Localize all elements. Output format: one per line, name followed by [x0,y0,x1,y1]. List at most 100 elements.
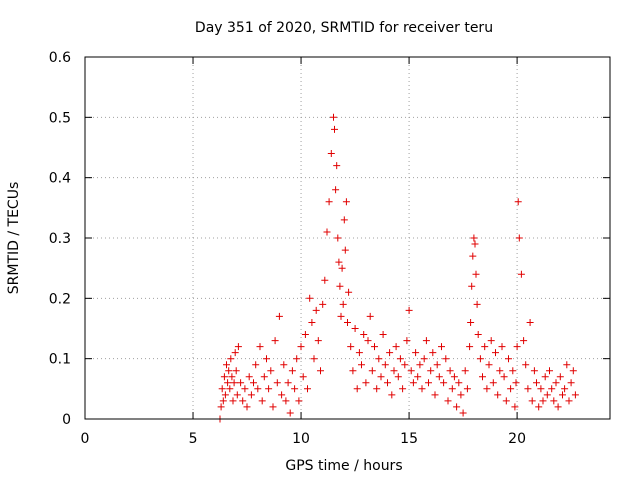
data-point [351,325,359,332]
data-point [416,361,424,369]
data-point [556,373,564,381]
data-point [487,337,495,345]
y-tick-label: 0 [62,412,71,428]
data-point [496,367,504,375]
data-point [338,264,346,272]
data-point [252,361,260,369]
data-point [473,300,481,308]
data-point [299,373,307,381]
data-point [483,385,491,393]
data-point [427,367,435,375]
data-point [514,198,522,206]
data-point [330,113,337,121]
data-point [226,385,234,393]
data-point [258,397,266,405]
data-point [366,312,374,320]
data-point [233,391,241,399]
data-point [533,379,540,387]
data-point [245,373,253,381]
data-point [571,391,579,399]
data-point [552,379,560,387]
data-point [221,391,229,399]
data-point [392,343,400,351]
data-point [275,312,283,320]
data-point [353,385,361,393]
data-point [345,288,353,296]
data-point [567,379,575,387]
data-point [517,270,525,278]
data-point [334,234,342,242]
data-point [489,379,497,387]
data-point [355,349,363,357]
data-point [388,391,396,399]
data-point [481,343,489,351]
y-tick-label: 0.2 [49,291,71,307]
data-point [528,397,536,405]
data-point [247,391,255,399]
data-point [341,246,349,254]
data-point [541,373,549,381]
x-tick-label: 20 [508,431,526,447]
data-point [227,355,235,363]
data-point [219,397,227,405]
data-point [234,343,242,351]
data-point [336,282,344,290]
data-point [229,397,237,405]
data-point [218,385,226,393]
chart-title: Day 351 of 2020, SRMTID for receiver ter… [195,20,493,36]
data-point [231,349,239,357]
data-point [223,361,230,369]
data-point [502,397,510,405]
data-point [420,355,428,363]
data-point [448,385,456,393]
data-point [286,409,294,417]
data-point [288,367,296,375]
data-point [386,349,394,357]
data-point [237,379,245,387]
data-point [344,319,351,326]
data-point [295,397,303,405]
data-point [241,385,249,393]
data-point [282,397,290,405]
data-point [347,343,355,351]
data-point [472,270,480,278]
data-point [260,373,268,381]
data-point [474,331,482,338]
y-tick-label: 0.3 [49,231,71,247]
data-point [505,355,512,363]
data-point [513,343,521,351]
y-axis-label: SRMTID / TECUs [6,182,22,295]
data-point [450,373,458,381]
data-point [232,367,240,375]
data-point [327,150,335,157]
data-point [230,379,238,387]
data-point [418,385,426,393]
data-point [520,337,528,345]
data-point [459,409,467,417]
data-point [429,349,437,357]
data-point [446,367,454,375]
data-point [444,397,452,405]
data-point [471,240,479,248]
data-point [358,361,365,369]
data-point [340,216,348,224]
data-point [310,355,318,363]
data-point [273,379,281,387]
data-point [228,373,236,381]
data-point [401,361,409,369]
data-point [267,367,275,375]
data-point [284,379,292,387]
data-point [220,373,228,381]
data-point [301,331,309,338]
data-point [485,361,493,369]
data-point [535,403,543,411]
data-point [563,361,571,369]
data-point [224,379,232,387]
data-point [256,343,264,351]
y-tick-label: 0.1 [49,352,71,368]
data-point [314,337,322,345]
data-point [254,385,262,393]
data-point [321,276,329,284]
data-point [319,300,327,308]
data-point [278,391,286,399]
